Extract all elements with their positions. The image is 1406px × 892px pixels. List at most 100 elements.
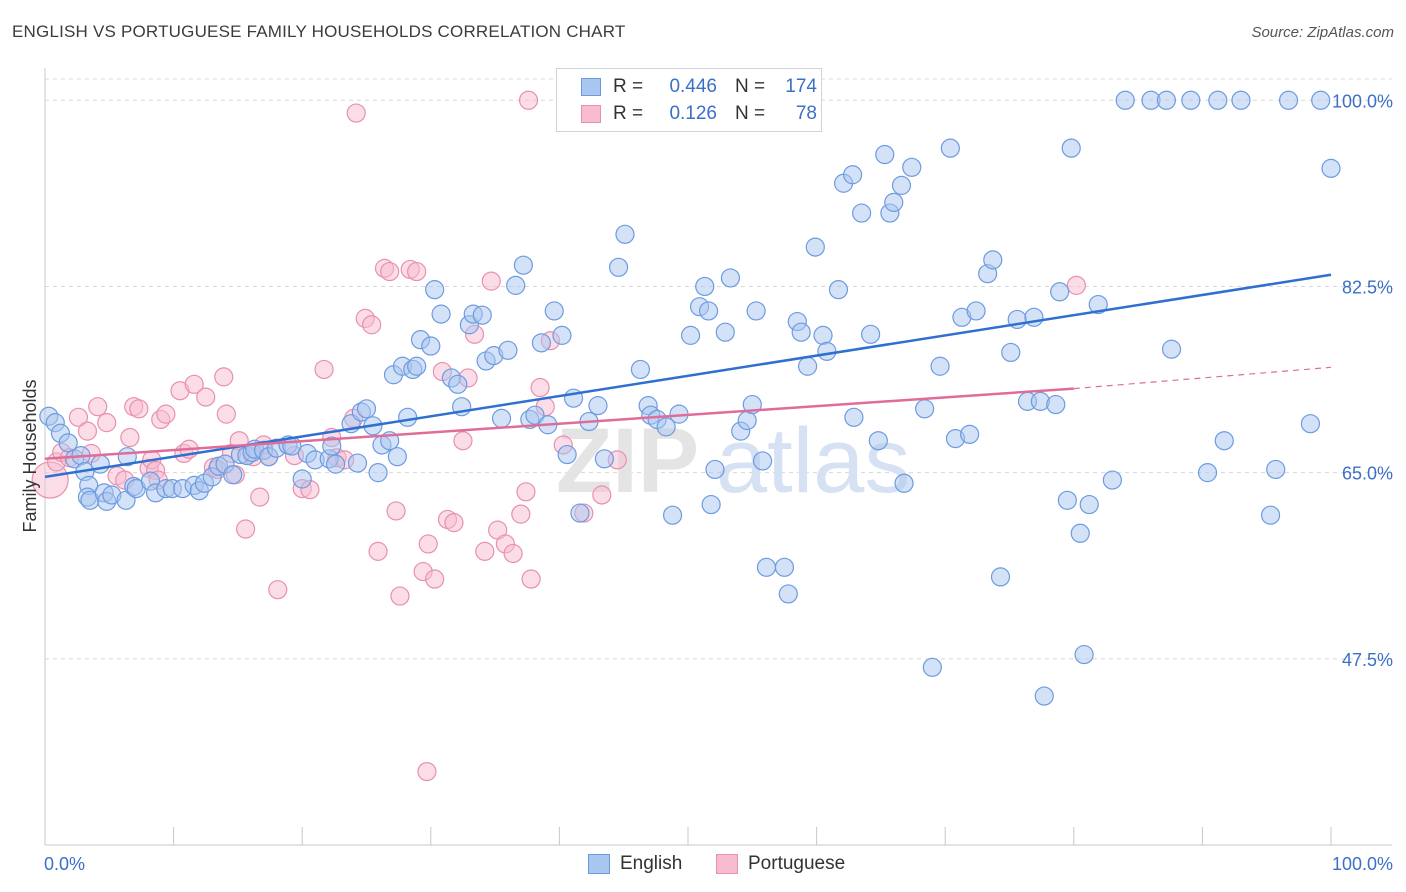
portuguese-point (511, 504, 531, 524)
source-label: Source: ZipAtlas.com (1251, 24, 1394, 41)
english-point (960, 424, 980, 444)
portuguese-point (1066, 275, 1086, 295)
english-point (1300, 414, 1321, 434)
portuguese-point (196, 387, 216, 407)
english-point (1001, 342, 1021, 363)
english-point (701, 494, 721, 515)
portuguese-point (129, 399, 149, 419)
english-point (608, 257, 629, 277)
english-point (1214, 431, 1234, 451)
english-point (588, 396, 608, 416)
english-point (322, 436, 342, 456)
y-axis-label: Family Households (20, 379, 40, 532)
portuguese-point (418, 534, 438, 554)
portuguese-swatch (716, 854, 738, 874)
english-point (491, 408, 512, 428)
english-point (425, 280, 445, 300)
x-tick-label-max: 100.0% (1332, 854, 1393, 874)
portuguese-point (250, 487, 270, 507)
english-point (1266, 459, 1286, 480)
english-point (752, 451, 773, 471)
english-point (1046, 394, 1066, 415)
english-point (698, 301, 719, 321)
english-point (902, 157, 922, 177)
english-point (223, 465, 243, 485)
english-point (1030, 391, 1050, 411)
english-point (966, 301, 986, 321)
english-point (1311, 90, 1331, 110)
r-value-portuguese: 0.126 (669, 103, 717, 124)
english-point (513, 255, 533, 275)
english-point (448, 374, 468, 394)
y-tick-label: 65.0% (1342, 464, 1393, 484)
english-point (805, 237, 825, 257)
english-point (1260, 505, 1281, 525)
english-point (630, 359, 651, 380)
english-point (875, 144, 895, 165)
y-tick-label: 100.0% (1332, 91, 1393, 111)
grid-lines (45, 78, 1392, 660)
english-point (695, 276, 715, 297)
portuguese-point (503, 543, 523, 564)
portuguese-point (453, 431, 473, 451)
portuguese-point (425, 569, 445, 589)
english-point (843, 165, 863, 185)
english-point (1074, 644, 1094, 665)
english-point (746, 301, 766, 321)
portuguese-point (592, 485, 612, 505)
legend-row-english: R = 0.446 N = 174 (581, 74, 817, 100)
english-point (1197, 463, 1218, 483)
portuguese-point (368, 541, 388, 561)
portuguese-point (481, 271, 501, 291)
portuguese-point (314, 359, 334, 380)
english-point (813, 325, 833, 345)
english-point (791, 322, 811, 342)
english-point (1070, 523, 1090, 543)
english-point (472, 305, 492, 325)
english-point (1208, 90, 1228, 110)
legend-portuguese-label: Portuguese (748, 853, 846, 874)
english-point (868, 431, 888, 451)
portuguese-point (521, 569, 541, 589)
english-point (292, 469, 312, 489)
english-point (557, 444, 577, 465)
english-point (662, 505, 683, 525)
trend-lines (44, 273, 1332, 479)
english-points (39, 90, 1341, 706)
english-point (615, 224, 635, 244)
english-point (983, 250, 1003, 270)
portuguese-point (386, 501, 406, 521)
english-point (1050, 282, 1070, 302)
english-point (930, 356, 950, 376)
english-point (778, 584, 798, 604)
english-point (368, 463, 388, 483)
legend-item-portuguese[interactable]: Portuguese (716, 852, 845, 876)
english-point (421, 336, 441, 356)
english-point (656, 417, 676, 437)
english-point (922, 657, 942, 677)
portuguese-point (214, 367, 234, 387)
legend-item-english[interactable]: English (588, 852, 682, 876)
portuguese-point (518, 90, 539, 110)
portuguese-point (444, 513, 464, 533)
portuguese-point (516, 482, 536, 502)
tick-labels: 47.5% 65.0% 82.5% 100.0% 0.0% 100.0% (44, 91, 1393, 874)
english-point (1231, 90, 1251, 110)
portuguese-point (184, 374, 204, 394)
portuguese-trend-line (44, 387, 1074, 461)
english-point (915, 399, 935, 419)
english-point (884, 192, 904, 213)
english-point (828, 280, 849, 300)
portuguese-point (268, 580, 288, 600)
english-point (498, 340, 518, 360)
english-point (1102, 470, 1122, 490)
n-label: N = (735, 76, 766, 97)
r-label: R = (613, 76, 644, 97)
english-point (715, 322, 735, 342)
portuguese-point (390, 586, 410, 606)
n-value-portuguese: 78 (795, 103, 817, 124)
english-point (720, 268, 741, 288)
english-point (531, 333, 551, 353)
english-point (680, 325, 701, 345)
english-point (852, 203, 872, 223)
